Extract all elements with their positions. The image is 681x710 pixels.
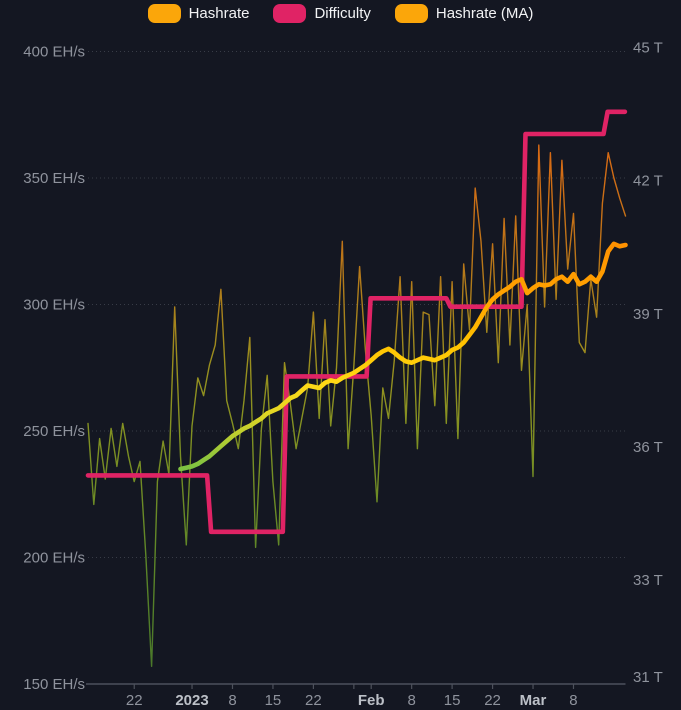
left-axis-label: 200 EH/s: [23, 550, 85, 567]
series-hashrate-line: [87, 144, 627, 667]
legend-label: Hashrate: [188, 5, 250, 22]
legend-item-hashrate[interactable]: Hashrate: [147, 4, 250, 23]
left-axis-label: 300 EH/s: [23, 297, 85, 314]
series-difficulty-line: [85, 109, 628, 535]
left-axis-label: 350 EH/s: [23, 170, 85, 187]
hashrate-swatch-icon: [147, 4, 181, 23]
legend-item-hashrate-ma[interactable]: Hashrate (MA): [394, 4, 534, 23]
right-axis-label: 36 T: [633, 439, 663, 456]
x-axis-label: 8: [569, 692, 577, 709]
legend-item-difficulty[interactable]: Difficulty: [273, 4, 371, 23]
x-axis-label: 22: [126, 692, 143, 709]
right-axis-label: 39 T: [633, 306, 663, 323]
x-axis-label: 22: [484, 692, 501, 709]
right-axis-label: 33 T: [633, 572, 663, 589]
x-axis-label: Mar: [520, 692, 547, 709]
x-axis-label: 8: [407, 692, 415, 709]
right-axis-label: 42 T: [633, 173, 663, 190]
right-axis-label: 31 T: [633, 669, 663, 686]
x-axis-label: 15: [265, 692, 282, 709]
x-axis-label: 8: [228, 692, 236, 709]
left-axis-label: 250 EH/s: [23, 423, 85, 440]
series-hashrate-ma-line: [178, 241, 628, 472]
x-axis-label: Feb: [358, 692, 385, 709]
x-axis-label: 15: [444, 692, 461, 709]
left-axis-label: 400 EH/s: [23, 44, 85, 61]
hashrate-ma-swatch-icon: [394, 4, 428, 23]
x-axis-label: 22: [305, 692, 322, 709]
difficulty-swatch-icon: [273, 4, 307, 23]
left-axis-label: 150 EH/s: [23, 676, 85, 693]
x-axis-label: 2023: [175, 692, 208, 709]
legend: Hashrate Difficulty Hashrate (MA): [0, 4, 681, 23]
legend-label: Hashrate (MA): [435, 5, 534, 22]
legend-label: Difficulty: [314, 5, 371, 22]
right-axis-label: 45 T: [633, 39, 663, 56]
